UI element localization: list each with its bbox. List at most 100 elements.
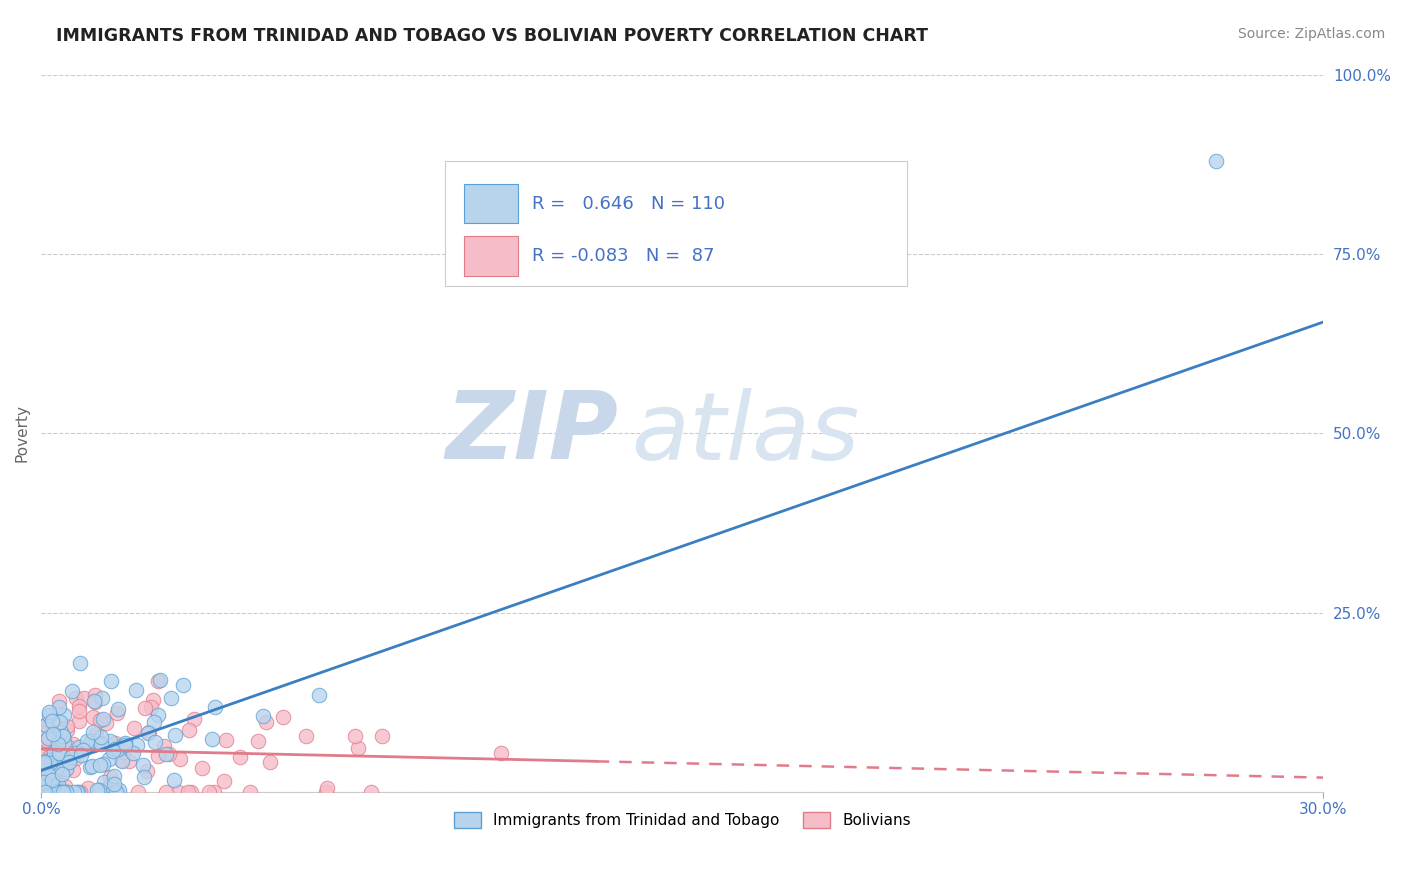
Point — [69, 656, 91, 670]
Point — [32, 757, 55, 772]
Point — [52, 729, 75, 743]
Point — [42, 726, 65, 740]
Point — [62, 764, 84, 778]
Point — [63, 785, 86, 799]
Point — [46, 737, 69, 751]
Point — [42, 727, 65, 741]
Point — [105, 706, 128, 720]
Point — [259, 755, 281, 769]
FancyBboxPatch shape — [464, 184, 517, 223]
Text: IMMIGRANTS FROM TRINIDAD AND TOBAGO VS BOLIVIAN POVERTY CORRELATION CHART: IMMIGRANTS FROM TRINIDAD AND TOBAGO VS B… — [56, 27, 928, 45]
Point — [146, 748, 169, 763]
Point — [65, 690, 87, 705]
Legend: Immigrants from Trinidad and Tobago, Bolivians: Immigrants from Trinidad and Tobago, Bol… — [447, 806, 917, 835]
Point — [46, 777, 69, 791]
Point — [90, 737, 112, 751]
Point — [34, 785, 56, 799]
Point — [67, 739, 90, 754]
Point — [82, 758, 104, 772]
Point — [135, 764, 157, 778]
Point — [67, 699, 90, 714]
Point — [246, 733, 269, 747]
Point — [180, 785, 202, 799]
Point — [132, 770, 155, 784]
Point — [41, 739, 63, 753]
Point — [105, 785, 128, 799]
Point — [44, 746, 66, 760]
Point — [55, 762, 77, 776]
Point — [370, 729, 392, 743]
Point — [34, 785, 56, 799]
Point — [146, 708, 169, 723]
Y-axis label: Poverty: Poverty — [15, 404, 30, 462]
Point — [155, 785, 177, 799]
Point — [114, 735, 136, 749]
Point — [111, 755, 134, 769]
Point — [98, 752, 121, 766]
Point — [51, 732, 73, 747]
Point — [84, 695, 107, 709]
Point — [38, 707, 60, 722]
Point — [45, 744, 67, 758]
Point — [157, 747, 180, 762]
Point — [37, 731, 59, 745]
Point — [48, 783, 70, 797]
Point — [38, 705, 60, 719]
Point — [48, 731, 70, 745]
Point — [51, 766, 73, 780]
Point — [1205, 153, 1227, 168]
Point — [31, 726, 53, 740]
Point — [177, 785, 200, 799]
Text: R = -0.083   N =  87: R = -0.083 N = 87 — [533, 247, 714, 265]
Point — [93, 757, 115, 772]
Point — [51, 785, 73, 799]
Point — [138, 724, 160, 739]
Text: R =   0.646   N = 110: R = 0.646 N = 110 — [533, 194, 725, 212]
Point — [77, 780, 100, 795]
Point — [254, 714, 277, 729]
Point — [100, 778, 122, 792]
Point — [155, 747, 177, 761]
Point — [112, 745, 135, 759]
Point — [110, 753, 132, 767]
Point — [91, 712, 114, 726]
Point — [49, 764, 72, 779]
Point — [177, 723, 200, 737]
Point — [62, 683, 84, 698]
Point — [53, 779, 76, 793]
Point — [252, 709, 274, 723]
Point — [104, 742, 127, 756]
Point — [121, 746, 143, 760]
Point — [45, 784, 67, 798]
Point — [127, 785, 149, 799]
Point — [94, 715, 117, 730]
Point — [31, 779, 53, 793]
Point — [202, 785, 225, 799]
Point — [39, 785, 62, 799]
Point — [76, 733, 98, 747]
Point — [41, 714, 63, 728]
Point — [308, 688, 330, 702]
Point — [103, 769, 125, 783]
Point — [191, 761, 214, 775]
Point — [80, 734, 103, 748]
Point — [163, 728, 186, 742]
Point — [67, 705, 90, 719]
Point — [98, 733, 121, 747]
Point — [183, 712, 205, 726]
Point — [55, 785, 77, 799]
Point — [198, 785, 221, 799]
Point — [42, 764, 65, 779]
Point — [204, 700, 226, 714]
Point — [37, 745, 59, 759]
Point — [49, 748, 72, 763]
Point — [73, 690, 96, 705]
Point — [98, 770, 121, 784]
Point — [52, 785, 75, 799]
Point — [132, 757, 155, 772]
Point — [38, 749, 60, 764]
Point — [55, 785, 77, 799]
Point — [316, 781, 339, 796]
Point — [35, 770, 58, 784]
Point — [37, 767, 59, 781]
